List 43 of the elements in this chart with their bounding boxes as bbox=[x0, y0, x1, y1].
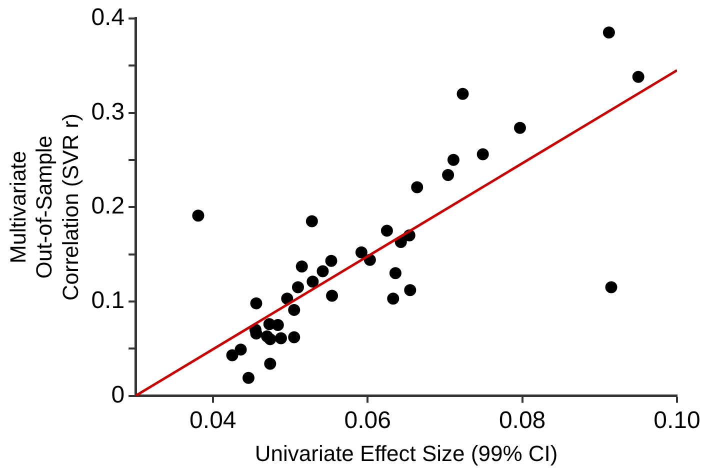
point bbox=[380, 224, 393, 237]
point bbox=[264, 333, 276, 346]
point bbox=[306, 276, 319, 288]
y-tick-label: 0 bbox=[111, 381, 125, 408]
point bbox=[288, 304, 300, 316]
point bbox=[296, 260, 308, 273]
x-tick-label: 0.08 bbox=[498, 406, 546, 434]
y-tick-label: 0.4 bbox=[91, 4, 125, 32]
point bbox=[632, 70, 644, 83]
x-tick-label: 0.04 bbox=[190, 406, 236, 434]
point bbox=[404, 284, 416, 296]
y-tick-label: 0.2 bbox=[91, 192, 125, 220]
point bbox=[264, 358, 276, 370]
point bbox=[514, 122, 526, 134]
point bbox=[288, 331, 300, 344]
point bbox=[226, 349, 238, 362]
point bbox=[447, 154, 460, 166]
y-axis-title: Multivariate Out-of-Sample Correlation (SVR r) bbox=[5, 114, 84, 301]
point bbox=[389, 267, 402, 280]
point bbox=[476, 148, 489, 160]
point bbox=[250, 297, 262, 310]
point bbox=[242, 372, 254, 384]
point bbox=[387, 292, 400, 305]
point bbox=[456, 88, 469, 100]
point bbox=[292, 281, 304, 294]
point bbox=[306, 215, 318, 228]
point bbox=[355, 246, 368, 258]
x-tick-label: 0.06 bbox=[344, 406, 391, 434]
x-tick-label: 0.10 bbox=[654, 406, 700, 434]
point bbox=[602, 26, 615, 39]
point bbox=[274, 332, 287, 344]
point bbox=[325, 254, 338, 267]
point bbox=[272, 319, 284, 332]
y-tick-label: 0.1 bbox=[91, 287, 125, 314]
point bbox=[442, 169, 454, 182]
y-tick-label: 0.3 bbox=[91, 98, 125, 126]
point bbox=[605, 281, 618, 294]
point bbox=[192, 210, 204, 222]
point bbox=[411, 181, 424, 194]
point bbox=[326, 290, 338, 302]
x-axis-title: Univariate Effect Size (99% CI) bbox=[254, 440, 558, 466]
point bbox=[316, 265, 329, 278]
point bbox=[234, 344, 247, 356]
